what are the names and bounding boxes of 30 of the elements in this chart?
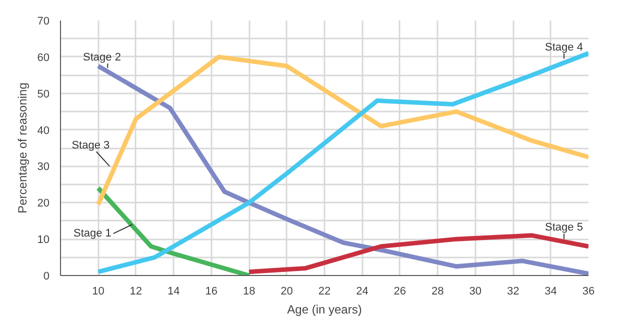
y-tick-label: 10 [37,234,50,246]
x-tick-label: 10 [92,286,104,298]
x-tick-label: 14 [168,286,180,298]
y-axis-title: Percentage of reasoning [15,82,30,214]
x-tick-label: 12 [130,286,142,298]
x-tick-label: 16 [205,286,218,298]
annotation: Stage 2 [83,51,121,64]
x-tick-label: 18 [242,286,256,298]
annotation: Stage 4 [545,41,583,54]
y-tick-label: 0 [43,270,50,282]
x-tick-label: 20 [280,286,293,298]
y-tick-label: 70 [37,16,50,28]
x-tick-label: 24 [356,286,368,298]
annotation: Stage 1 [73,228,112,240]
y-tick-label: 30 [37,161,50,174]
annotation: Stage 5 [545,222,583,234]
y-tick-label: 40 [37,124,50,137]
annotation: Stage 3 [72,140,110,152]
y-tick-label: 50 [37,88,50,100]
y-tick-label: 20 [37,198,50,210]
x-tick-label: 22 [318,286,331,298]
x-tick-label: 26 [394,286,406,298]
x-axis-title: Age (in years) [287,302,362,316]
line-series [246,233,588,274]
x-tick-label: 28 [432,286,444,298]
x-tick-label: 30 [469,286,482,298]
y-tick-label: 60 [37,52,50,64]
x-tick-label: 36 [582,286,595,298]
x-tick-label: 34 [544,286,557,298]
x-tick-label: 32 [506,286,520,298]
